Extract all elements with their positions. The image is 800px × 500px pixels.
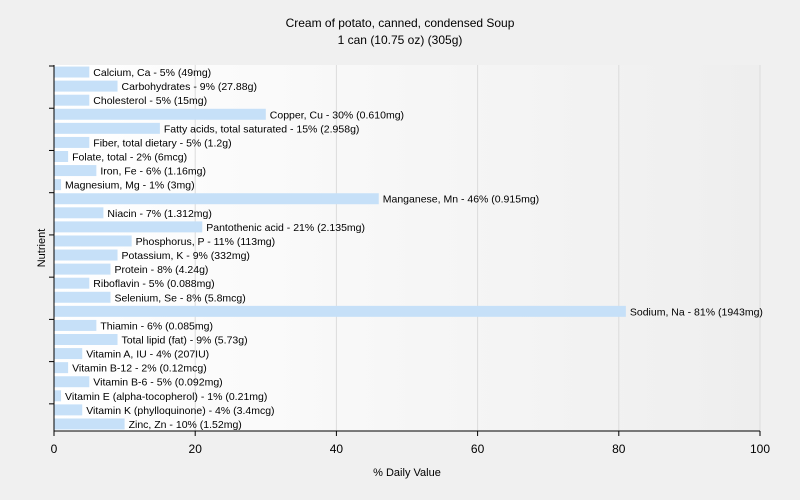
bar — [54, 151, 69, 162]
bar-label: Fiber, total dietary - 5% (1.2g) — [93, 137, 231, 149]
bar — [54, 179, 62, 191]
bar-label: Vitamin B-6 - 5% (0.092mg) — [93, 377, 222, 389]
bar-label: Vitamin A, IU - 4% (207IU) — [86, 349, 209, 361]
bar — [54, 221, 203, 233]
x-tick-label: 60 — [471, 442, 485, 456]
bar-label: Fatty acids, total saturated - 15% (2.95… — [164, 123, 360, 135]
x-tick-label: 0 — [51, 442, 58, 456]
bar — [54, 305, 626, 317]
bar-label: Potassium, K - 9% (332mg) — [122, 250, 250, 262]
plot-background — [54, 65, 760, 431]
bar-label: Cholesterol - 5% (15mg) — [93, 95, 207, 107]
bar-label: Vitamin K (phylloquinone) - 4% (3.4mcg) — [86, 405, 274, 417]
x-axis-title: % Daily Value — [373, 467, 441, 479]
bar-label: Zinc, Zn - 10% (1.52mg) — [129, 419, 242, 431]
bar — [54, 362, 69, 374]
bar-label: Pantothenic acid - 21% (2.135mg) — [206, 222, 365, 234]
bar-label: Magnesium, Mg - 1% (3mg) — [65, 180, 195, 192]
bar-label: Niacin - 7% (1.312mg) — [107, 208, 211, 220]
bar — [54, 66, 90, 78]
bar-label: Vitamin E (alpha-tocopherol) - 1% (0.21m… — [65, 391, 267, 403]
bar — [54, 404, 83, 416]
bar-label: Iron, Fe - 6% (1.16mg) — [100, 166, 206, 178]
bar-label: Phosphorus, P - 11% (113mg) — [136, 236, 276, 248]
bar-label: Vitamin B-12 - 2% (0.12mcg) — [72, 363, 207, 375]
x-tick-label: 40 — [330, 442, 344, 456]
bar — [54, 348, 83, 360]
bar — [54, 418, 125, 430]
bar-label: Selenium, Se - 8% (5.8mcg) — [114, 292, 245, 304]
bar — [54, 291, 111, 303]
bar — [54, 390, 62, 402]
bar-label: Copper, Cu - 30% (0.610mg) — [270, 109, 404, 121]
bar-label: Carbohydrates - 9% (27.88g) — [122, 81, 257, 93]
x-tick-label: 100 — [750, 442, 770, 456]
bar-labels: Calcium, Ca - 5% (49mg) Carbohydrates - 9… — [65, 67, 763, 431]
x-tick-label: 20 — [189, 442, 203, 456]
bar — [54, 319, 97, 331]
bar-label: Calcium, Ca - 5% (49mg) — [93, 67, 211, 79]
bar — [54, 263, 111, 275]
y-ticks — [49, 65, 54, 405]
bar — [54, 207, 104, 219]
bar-label: Protein - 8% (4.24g) — [114, 264, 208, 276]
bar — [54, 165, 97, 177]
bar — [54, 249, 118, 261]
bar — [54, 334, 118, 345]
bar — [54, 193, 379, 205]
bar-label: Sodium, Na - 81% (1943mg) — [630, 306, 763, 318]
bar — [54, 80, 118, 92]
axes — [53, 65, 760, 432]
bar — [54, 376, 90, 388]
bar — [54, 122, 160, 134]
bar-label: Riboflavin - 5% (0.088mg) — [93, 278, 214, 290]
bar — [54, 108, 266, 120]
bar — [54, 277, 90, 289]
chart-subtitle: 1 can (10.75 oz) (305g) — [338, 33, 463, 47]
y-axis-title: Nutrient — [36, 229, 48, 268]
bar-label: Manganese, Mn - 46% (0.915mg) — [383, 194, 539, 206]
gridlines — [194, 65, 761, 431]
bar-label: Total lipid (fat) - 9% (5.73g) — [122, 335, 248, 347]
x-ticks: 0 20 40 60 80 100 — [51, 431, 770, 456]
bar-label: Folate, total - 2% (6mcg) — [72, 152, 187, 164]
bar — [54, 94, 90, 106]
bar — [54, 235, 132, 247]
x-tick-label: 80 — [612, 442, 626, 456]
chart-title: Cream of potato, canned, condensed Soup — [286, 16, 515, 30]
bar-label: Thiamin - 6% (0.085mg) — [100, 320, 213, 332]
bars — [54, 66, 626, 430]
bar — [54, 136, 90, 148]
